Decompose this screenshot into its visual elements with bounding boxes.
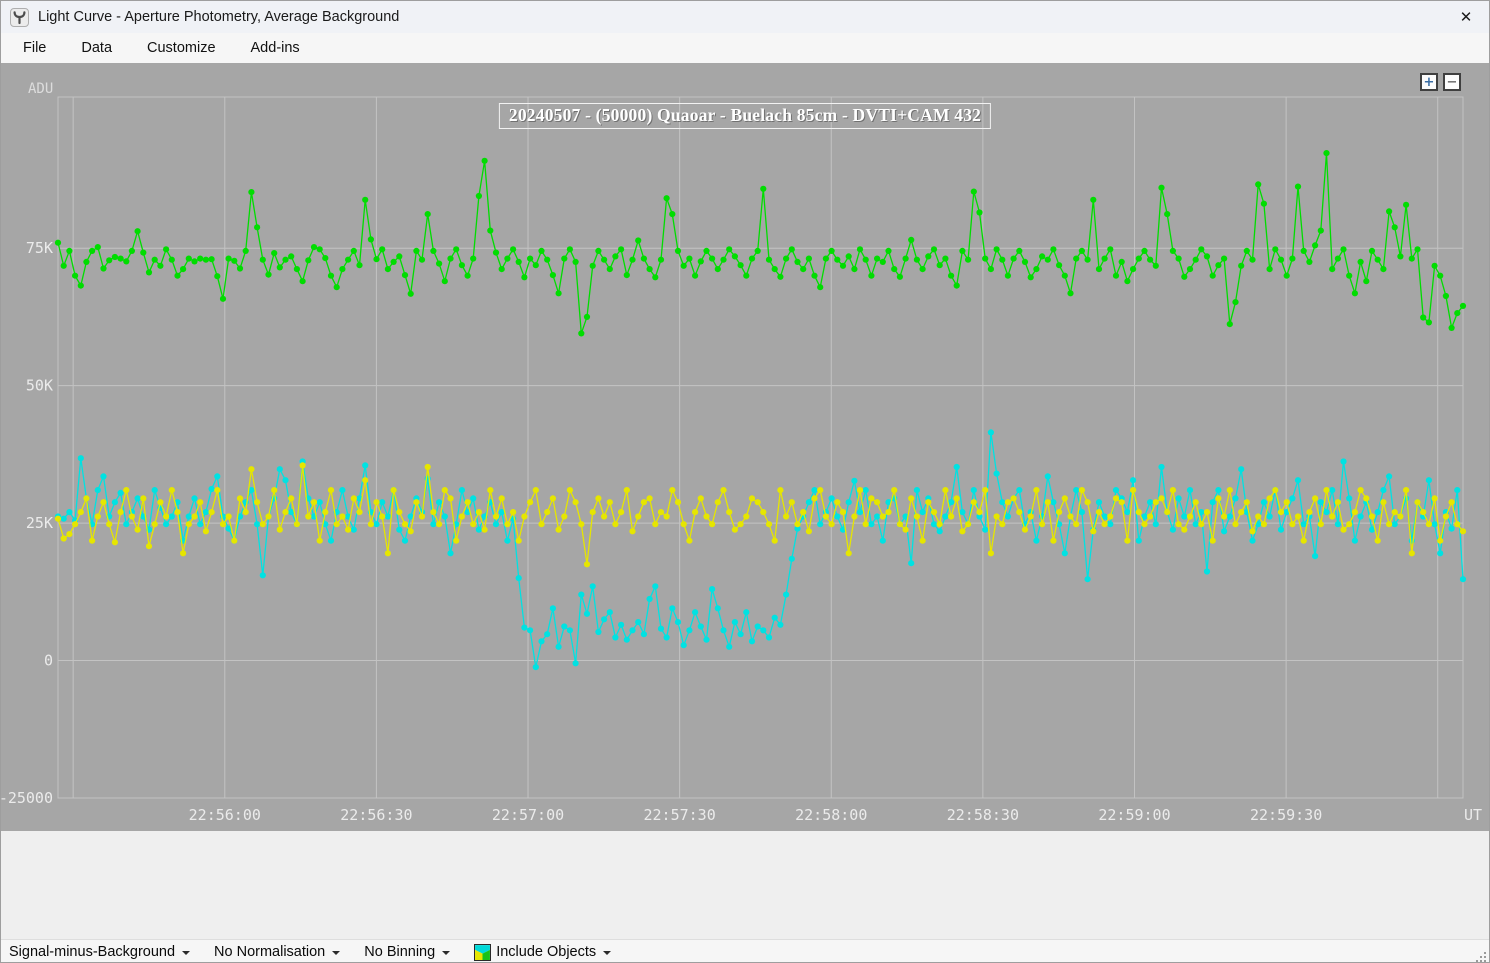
menu-data[interactable]: Data (81, 40, 113, 56)
menu-customize[interactable]: Customize (147, 40, 216, 56)
title-bar: Light Curve - Aperture Photometry, Avera… (1, 1, 1489, 33)
plus-icon: + (1423, 74, 1435, 90)
menu-file[interactable]: File (23, 40, 47, 56)
svg-text:0: 0 (44, 652, 53, 670)
resize-grip[interactable] (1475, 950, 1487, 962)
svg-text:22:57:30: 22:57:30 (644, 806, 716, 824)
chart-title: 20240507 - (50000) Quaoar - Buelach 85cm… (498, 103, 992, 129)
chevron-down-icon (182, 951, 191, 955)
chevron-down-icon (603, 951, 612, 955)
chevron-down-icon (332, 951, 341, 955)
svg-text:UT: UT (1464, 806, 1482, 824)
menu-bar: File Data Customize Add-ins (1, 33, 1489, 63)
svg-text:22:59:30: 22:59:30 (1250, 806, 1322, 824)
svg-text:ADU: ADU (28, 81, 53, 97)
close-button[interactable]: ✕ (1443, 1, 1489, 33)
menu-add-ins[interactable]: Add-ins (250, 40, 300, 56)
svg-text:22:58:00: 22:58:00 (795, 806, 867, 824)
minus-icon: − (1446, 74, 1458, 90)
svg-text:75K: 75K (26, 239, 53, 257)
window-title: Light Curve - Aperture Photometry, Avera… (38, 9, 400, 25)
signal-mode-dropdown[interactable]: Signal-minus-Background (9, 944, 191, 960)
include-objects-dropdown[interactable]: Include Objects (474, 943, 612, 961)
binning-dropdown[interactable]: No Binning (364, 944, 451, 960)
svg-text:22:58:30: 22:58:30 (947, 806, 1019, 824)
svg-text:25K: 25K (26, 514, 53, 532)
svg-text:50K: 50K (26, 377, 53, 395)
status-bar: Signal-minus-Background No Normalisation… (1, 940, 1489, 962)
objects-color-icon (474, 943, 492, 961)
svg-text:-25000: -25000 (1, 789, 53, 807)
signal-mode-label: Signal-minus-Background (9, 944, 176, 960)
statusbar-divider (1, 939, 1489, 940)
light-curve-plot[interactable]: 22:56:00 22:56:30 22:57:00 22:57:30 22:58:00… (1, 63, 1490, 831)
zoom-out-button[interactable]: − (1443, 73, 1461, 91)
svg-text:22:59:00: 22:59:00 (1098, 806, 1170, 824)
app-icon (10, 7, 29, 27)
binning-label: No Binning (364, 944, 436, 960)
chevron-down-icon (442, 951, 451, 955)
lower-panel (1, 831, 1489, 939)
svg-text:22:56:00: 22:56:00 (189, 806, 261, 824)
zoom-controls: + − (1420, 73, 1461, 91)
include-objects-label: Include Objects (496, 944, 597, 960)
svg-text:22:57:00: 22:57:00 (492, 806, 564, 824)
zoom-in-button[interactable]: + (1420, 73, 1438, 91)
normalisation-label: No Normalisation (214, 944, 326, 960)
chart-region[interactable]: 22:56:00 22:56:30 22:57:00 22:57:30 22:58:00… (1, 63, 1489, 831)
svg-text:22:56:30: 22:56:30 (340, 806, 412, 824)
normalisation-dropdown[interactable]: No Normalisation (214, 944, 341, 960)
